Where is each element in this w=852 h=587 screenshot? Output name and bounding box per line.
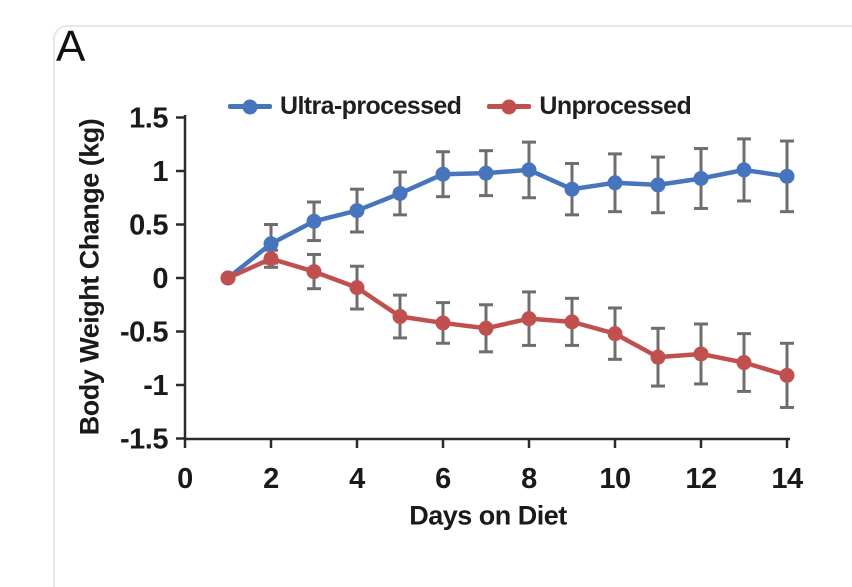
svg-text:-1: -1 [143, 370, 168, 402]
svg-text:-1.5: -1.5 [120, 424, 168, 456]
svg-text:0: 0 [152, 263, 168, 295]
svg-text:1.5: 1.5 [129, 103, 168, 135]
svg-text:1: 1 [152, 156, 168, 188]
svg-text:12: 12 [685, 463, 716, 495]
legend-label-ultra-processed: Ultra-processed [280, 92, 462, 120]
svg-text:10: 10 [599, 463, 630, 495]
svg-text:-0.5: -0.5 [120, 317, 168, 349]
svg-text:8: 8 [521, 463, 537, 495]
plot-area: 1.5 1 0.5 0 -0.5 -1 -1.5 0 2 4 6 8 10 12 14 [120, 103, 803, 496]
svg-text:14: 14 [771, 463, 803, 495]
legend-item-ultra-processed: Ultra-processed [228, 92, 462, 121]
svg-text:4: 4 [349, 463, 365, 495]
x-axis-title: Days on Diet [409, 500, 567, 531]
unprocessed-line-marker-icon [487, 104, 532, 109]
legend-item-unprocessed: Unprocessed [487, 92, 692, 121]
svg-text:0: 0 [177, 463, 193, 495]
ultra-processed-line-marker-icon [228, 104, 272, 109]
legend-label-unprocessed: Unprocessed [539, 92, 692, 120]
svg-text:2: 2 [263, 463, 279, 495]
svg-text:6: 6 [435, 463, 451, 495]
svg-text:0.5: 0.5 [129, 210, 168, 242]
panel-label: A [56, 22, 86, 71]
chart-legend: Ultra-processed Unprocessed [228, 92, 692, 121]
